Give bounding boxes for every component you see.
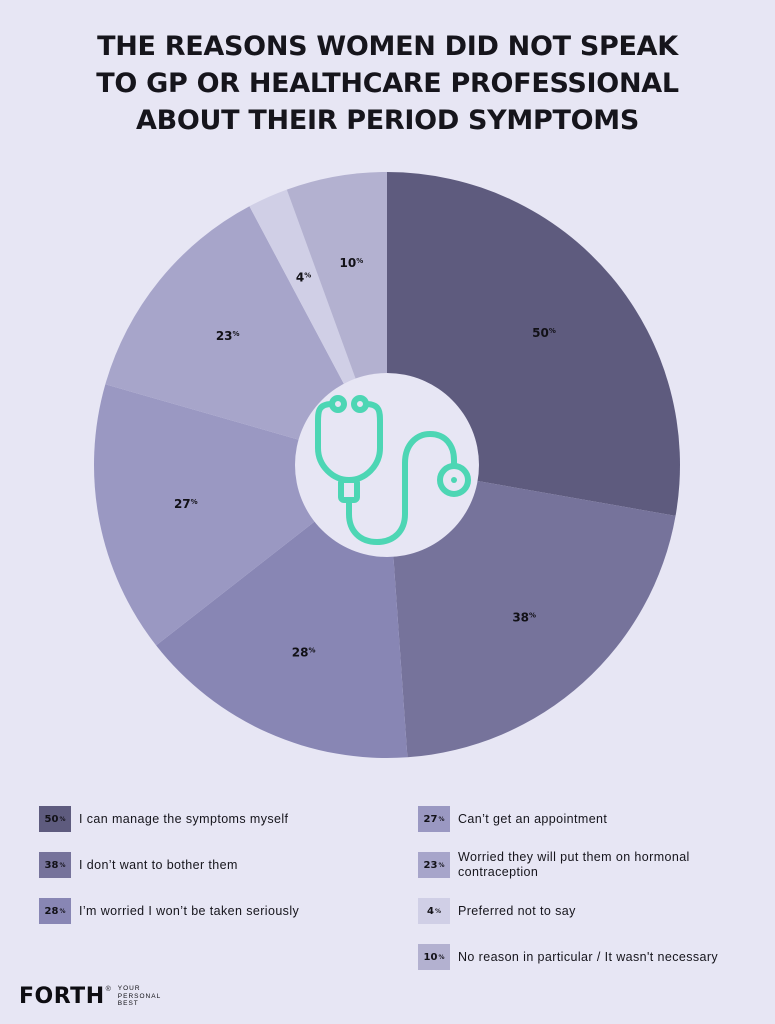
legend-label: Worried they will put them on hormonal c… xyxy=(458,850,690,879)
legend-label: I can manage the symptoms myself xyxy=(79,811,289,826)
legend-swatch: 38% xyxy=(39,852,71,878)
tagline-line-3: BEST xyxy=(117,1000,139,1008)
legend-item: 10% No reason in particular / It wasn't n… xyxy=(418,944,748,970)
legend-item: 23% Worried they will put them on hormona… xyxy=(418,850,748,879)
legend-label: No reason in particular / It wasn't nece… xyxy=(458,949,719,964)
legend-swatch: 50% xyxy=(39,806,71,832)
legend-item: 50% I can manage the symptoms myself xyxy=(39,806,288,832)
slice-label-0: 50% xyxy=(532,326,556,340)
tagline-line-2: PERSONAL xyxy=(117,992,162,1000)
legend-unit: % xyxy=(434,907,441,915)
legend-swatch: 10% xyxy=(418,944,450,970)
legend-unit: % xyxy=(59,861,66,869)
legend-value: 4 xyxy=(427,905,434,917)
slice-label-1: 38% xyxy=(512,610,536,624)
legend-item: 28% I’m worried I won’t be taken seriousl… xyxy=(39,898,299,924)
pie-slice-4 xyxy=(105,206,387,466)
legend-swatch: 28% xyxy=(39,898,71,924)
legend-label: I’m worried I won’t be taken seriously xyxy=(79,903,300,918)
legend-value: 38 xyxy=(44,859,59,871)
legend-value: 23 xyxy=(423,859,438,871)
legend-label: Can’t get an appointment xyxy=(458,811,608,826)
legend-label: Preferred not to say xyxy=(458,903,576,918)
brand-logo: FORTH ® YOUR PERSONAL BEST xyxy=(19,984,178,1009)
donut-hole xyxy=(295,373,479,557)
brand-registered-mark: ® xyxy=(105,986,111,993)
brand-name: FORTH xyxy=(19,984,105,1009)
slice-label-4: 23% xyxy=(216,329,240,343)
legend-value: 10 xyxy=(423,951,438,963)
chart-title: THE REASONS WOMEN DID NOT SPEAK TO GP OR… xyxy=(0,28,775,139)
donut-chart: 50% 38% 28% 27% 23% 4% 10% xyxy=(93,172,681,759)
legend-swatch: 27% xyxy=(418,806,450,832)
legend-item: 38% I don’t want to bother them xyxy=(39,852,238,878)
legend-unit: % xyxy=(438,953,445,961)
tagline-line-1: YOUR xyxy=(117,985,141,993)
legend-value: 27 xyxy=(423,813,438,825)
legend-item: 27% Can’t get an appointment xyxy=(418,806,748,832)
legend-value: 28 xyxy=(44,905,59,917)
legend-unit: % xyxy=(59,815,66,823)
slice-labels: 50% 38% 28% 27% 23% 4% 10% xyxy=(174,256,556,659)
pie-slice-1 xyxy=(387,465,676,758)
stethoscope-icon xyxy=(315,395,471,545)
slice-label-6: 10% xyxy=(340,256,364,270)
slice-label-5: 4% xyxy=(296,271,311,285)
legend-label: I don’t want to bother them xyxy=(79,857,238,872)
title-line-2: TO GP OR HEALTHCARE PROFESSIONAL xyxy=(96,68,679,99)
title-line-3: ABOUT THEIR PERIOD SYMPTOMS xyxy=(136,105,639,136)
slice-label-3: 27% xyxy=(174,497,198,511)
legend-swatch: 23% xyxy=(418,852,450,878)
legend-value: 50 xyxy=(44,813,59,825)
legend-unit: % xyxy=(59,907,66,915)
brand-tagline: YOUR PERSONAL BEST xyxy=(118,985,178,1008)
legend-unit: % xyxy=(438,815,445,823)
legend-unit: % xyxy=(438,861,445,869)
legend-item: 4% Preferred not to say xyxy=(418,898,748,924)
legend-swatch: 4% xyxy=(418,898,450,924)
slice-label-2: 28% xyxy=(292,645,316,659)
title-line-1: THE REASONS WOMEN DID NOT SPEAK xyxy=(97,31,678,62)
